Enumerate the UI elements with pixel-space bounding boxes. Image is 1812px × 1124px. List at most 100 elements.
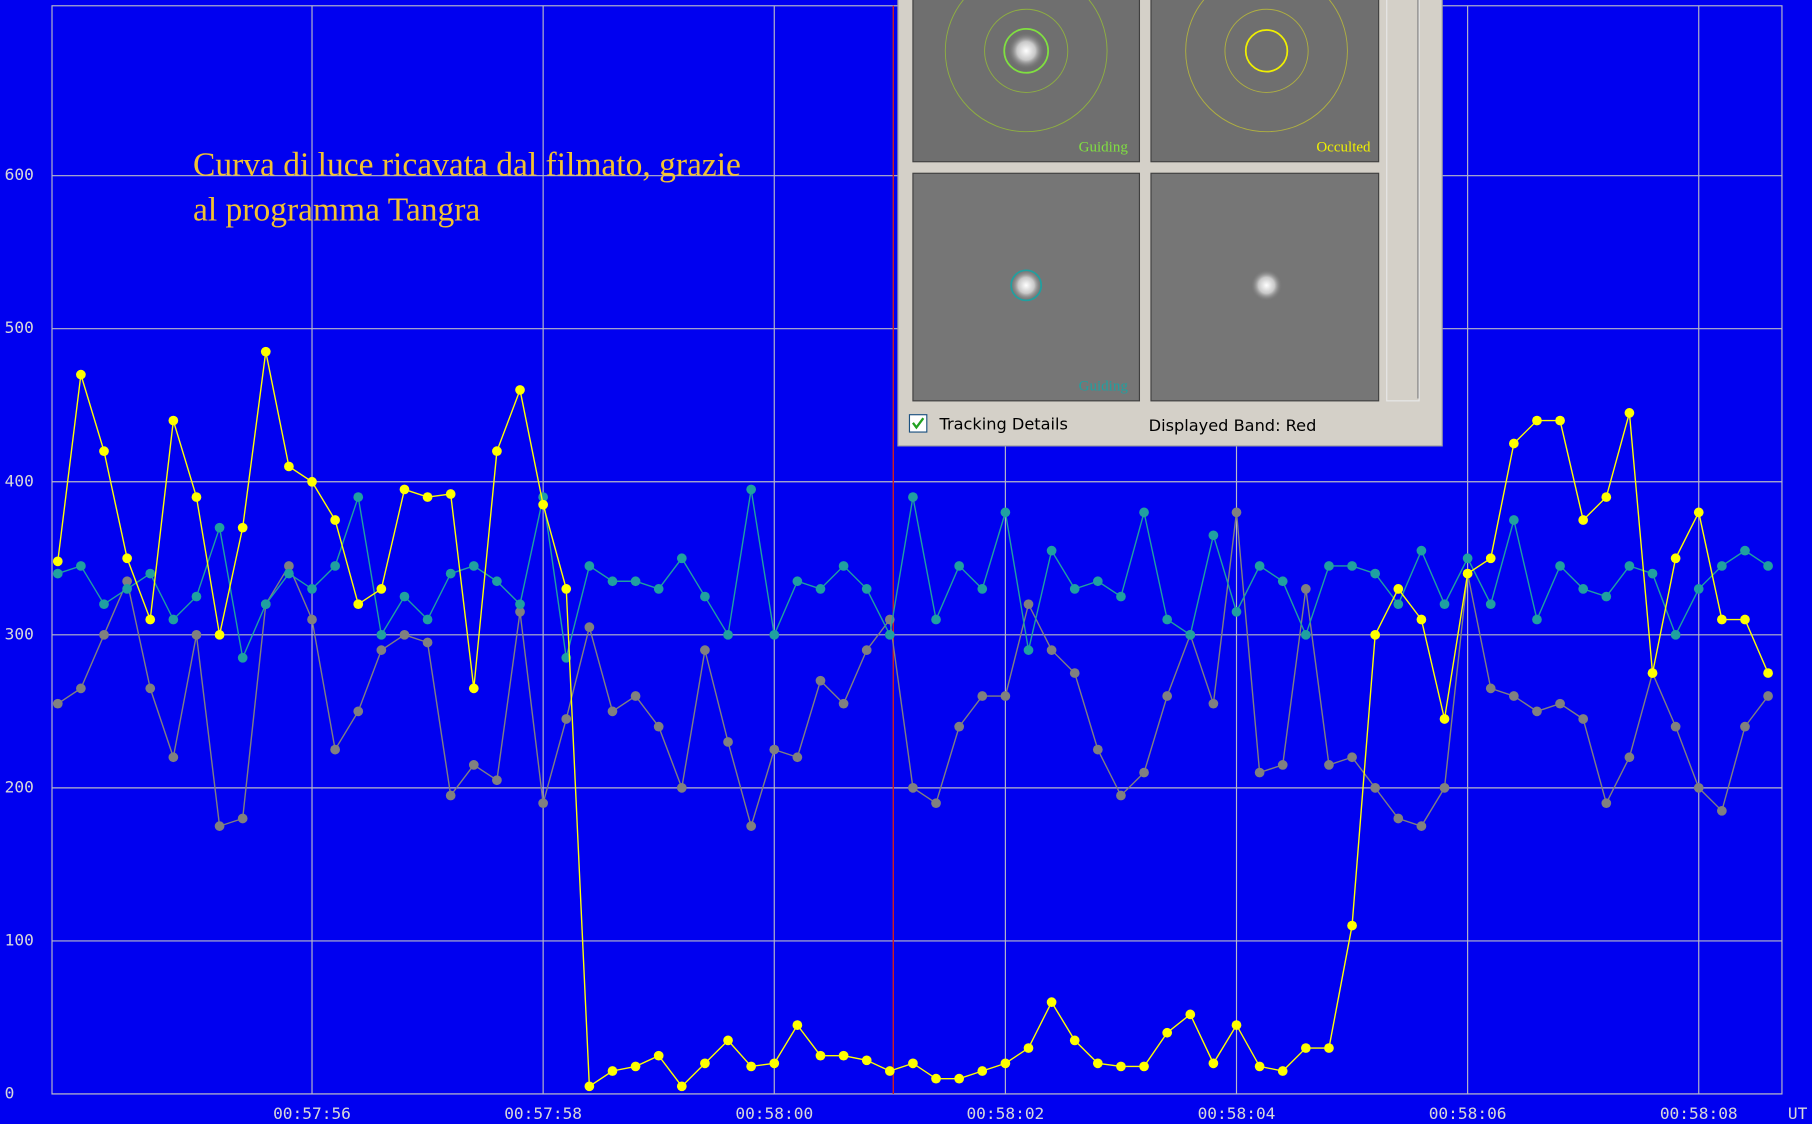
data-point (977, 584, 987, 594)
data-point (353, 706, 363, 716)
data-point (793, 752, 803, 762)
data-point (1625, 408, 1635, 418)
data-point (1093, 1059, 1103, 1069)
data-point (1255, 561, 1265, 571)
data-point (145, 569, 155, 579)
data-point (215, 821, 225, 831)
data-point (1555, 699, 1565, 709)
x-axis-label: UT (1788, 1104, 1808, 1123)
data-point (1185, 1010, 1195, 1020)
data-point (769, 745, 779, 755)
data-point (446, 791, 456, 801)
data-point (862, 645, 872, 655)
data-point (1578, 584, 1588, 594)
data-point (677, 553, 687, 563)
data-point (793, 1020, 803, 1030)
data-point (353, 599, 363, 609)
data-point (145, 684, 155, 694)
data-point (1555, 561, 1565, 571)
data-point (192, 592, 202, 602)
data-point (608, 1066, 618, 1076)
annotation: Curva di luce ricavata dal filmato, graz… (193, 147, 741, 184)
data-point (1047, 546, 1057, 556)
data-point (1047, 645, 1057, 655)
data-point (423, 492, 433, 502)
data-point (1671, 553, 1681, 563)
data-point (1001, 508, 1011, 518)
data-point (862, 1055, 872, 1065)
data-point (99, 599, 109, 609)
data-point (585, 622, 595, 632)
data-point (307, 584, 317, 594)
data-point (238, 653, 248, 663)
x-tick-label: 00:58:04 (1198, 1104, 1276, 1123)
y-tick-label: 600 (5, 165, 34, 184)
data-point (1070, 584, 1080, 594)
data-point (631, 691, 641, 701)
data-point (1555, 416, 1565, 426)
data-point (1509, 515, 1519, 525)
data-point (1278, 760, 1288, 770)
data-point (931, 615, 941, 625)
data-point (538, 798, 548, 808)
data-point (1232, 1020, 1242, 1030)
data-point (1532, 706, 1542, 716)
star (1010, 269, 1042, 301)
data-point (192, 630, 202, 640)
data-point (215, 523, 225, 533)
data-point (1255, 768, 1265, 778)
data-point (1393, 814, 1403, 824)
data-point (76, 684, 86, 694)
data-point (400, 592, 410, 602)
data-point (353, 492, 363, 502)
data-point (1070, 668, 1080, 678)
data-point (954, 722, 964, 732)
data-point (908, 1059, 918, 1069)
annotation: al programma Tangra (193, 192, 480, 229)
data-point (1116, 1062, 1126, 1072)
data-point (885, 630, 895, 640)
x-tick-label: 00:57:56 (273, 1104, 351, 1123)
star (1250, 269, 1282, 301)
data-point (977, 1066, 987, 1076)
data-point (769, 630, 779, 640)
data-point (284, 569, 294, 579)
data-point (1278, 576, 1288, 586)
data-point (816, 1051, 826, 1061)
data-point (746, 821, 756, 831)
data-point (977, 691, 987, 701)
data-point (1440, 599, 1450, 609)
data-point (99, 446, 109, 456)
data-point (677, 1081, 687, 1091)
data-point (1001, 1059, 1011, 1069)
data-point (1116, 791, 1126, 801)
data-point (330, 745, 340, 755)
star (1008, 32, 1045, 69)
data-point (423, 615, 433, 625)
data-point (585, 561, 595, 571)
x-tick-label: 00:58:00 (735, 1104, 813, 1123)
x-tick-label: 00:57:58 (504, 1104, 582, 1123)
y-tick-label: 200 (5, 777, 34, 796)
data-point (307, 477, 317, 487)
data-point (1024, 645, 1034, 655)
data-point (1648, 569, 1658, 579)
checkbox-label[interactable]: Tracking Details (939, 415, 1068, 434)
data-point (908, 492, 918, 502)
data-point (1232, 508, 1242, 518)
data-point (931, 1074, 941, 1084)
data-point (1370, 783, 1380, 793)
data-point (1763, 668, 1773, 678)
data-point (53, 699, 63, 709)
data-point (261, 599, 271, 609)
y-tick-label: 500 (5, 318, 34, 337)
data-point (99, 630, 109, 640)
tracking-panel: Guiding Occulted Guiding Tracking Detail… (898, 0, 1442, 446)
y-tick-label: 400 (5, 471, 34, 490)
data-point (238, 523, 248, 533)
data-point (1185, 630, 1195, 640)
data-point (376, 630, 386, 640)
data-point (469, 684, 479, 694)
image-guiding (913, 0, 1140, 162)
data-point (238, 814, 248, 824)
